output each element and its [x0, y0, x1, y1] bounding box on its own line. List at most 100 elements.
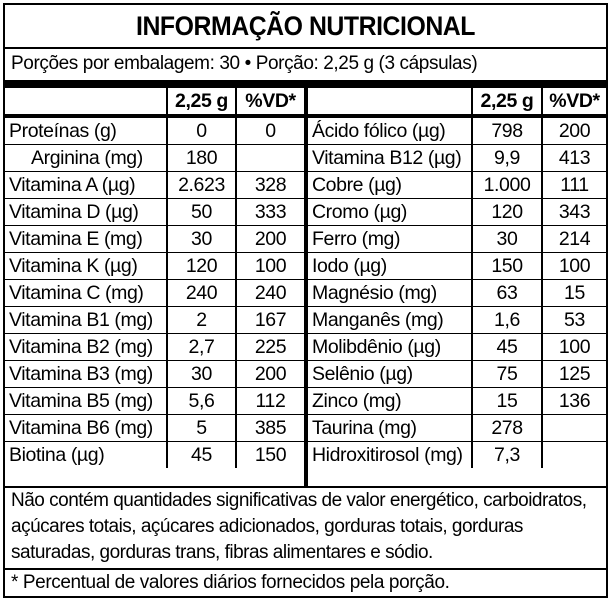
table-row: Hidroxitirosol (mg) 7,3: [308, 441, 606, 468]
nutrient-amount: 278: [471, 414, 542, 442]
table-row: Cobre (µg) 1.000 111: [308, 171, 606, 199]
header-blank: [5, 88, 167, 118]
nutrient-amount: 63: [471, 279, 542, 307]
table-row: Vitamina A (µg) 2.623 328: [5, 171, 304, 199]
disclaimer-note: Não contém quantidades significativas de…: [11, 490, 587, 563]
nutrient-name: Iodo (µg): [308, 252, 472, 280]
nutrient-dv: 328: [235, 171, 304, 199]
table-row: Iodo (µg) 150 100: [308, 252, 606, 280]
table-row: Vitamina B2 (mg) 2,7 225: [5, 333, 304, 361]
nutrient-name: Vitamina K (µg): [5, 252, 167, 280]
portion-info: Porções por embalagem: 30 • Porção: 2,25…: [11, 53, 478, 74]
nutrient-name: Hidroxitirosol (mg): [312, 444, 463, 466]
thick-divider: [5, 80, 606, 88]
nutrient-amount: 5: [166, 414, 236, 442]
nutrients-table-right: 2,25 g %VD* Ácido fólico (µg) 798 200 Vitam…: [308, 88, 606, 468]
nutrient-dv: [541, 441, 606, 468]
nutrient-amount: 45: [471, 333, 542, 361]
nutrient-dv: 200: [235, 360, 304, 388]
nutrient-dv: 225: [235, 333, 304, 361]
nutrient-name: Ácido fólico (µg): [308, 116, 472, 145]
nutrient-amount: 2.623: [166, 171, 236, 199]
nutrient-amount: 0: [166, 116, 236, 145]
table-row: Molibdênio (µg) 45 100: [308, 333, 606, 361]
nutrient-name: Vitamina B12 (µg): [308, 144, 472, 172]
nutrient-name: Arginina (mg): [5, 144, 167, 172]
nutrient-dv: [541, 414, 606, 442]
table-row: Zinco (mg) 15 136: [308, 387, 606, 415]
nutrient-amount: 2,7: [166, 333, 236, 361]
nutrient-amount: 5,6: [166, 387, 236, 415]
footnote-divider: [5, 568, 606, 570]
nutrient-dv: 167: [235, 306, 304, 334]
nutrient-name: Taurina (mg): [308, 414, 472, 442]
nutrient-name: Vitamina B6 (mg): [5, 414, 167, 442]
nutrient-amount: 9,9: [471, 144, 542, 172]
header-amount: 2,25 g: [166, 88, 236, 118]
table-header-row: 2,25 g %VD*: [308, 88, 606, 118]
table-row: Selênio (µg) 75 125: [308, 360, 606, 388]
table-row: Vitamina B3 (mg) 30 200: [5, 360, 304, 388]
header-blank: [308, 88, 472, 118]
nutrient-name: Vitamina B5 (mg): [5, 387, 167, 415]
nutrient-dv: 53: [541, 306, 606, 334]
nutrient-amount: 30: [166, 225, 236, 253]
nutrient-dv: 333: [235, 198, 304, 226]
table-row: Vitamina B12 (µg) 9,9 413: [308, 144, 606, 172]
table-row: Vitamina E (mg) 30 200: [5, 225, 304, 253]
label-title: INFORMAÇÃO NUTRICIONAL: [136, 11, 475, 41]
nutrient-amount: 1,6: [471, 306, 542, 334]
nutrient-name: Manganês (mg): [308, 306, 472, 334]
nutrient-amount: 15: [471, 387, 542, 415]
table-row: Taurina (mg) 278: [308, 414, 606, 442]
nutrient-dv: 112: [235, 387, 304, 415]
nutrient-amount: 50: [166, 198, 236, 226]
table-row: Ácido fólico (µg) 798 200: [308, 116, 606, 145]
nutrient-amount: 150: [471, 252, 542, 280]
header-amount: 2,25 g: [471, 88, 542, 118]
nutrient-dv: 200: [541, 116, 606, 145]
header-dv: %VD*: [541, 88, 606, 118]
nutrient-name: Vitamina E (mg): [5, 225, 167, 253]
table-row: Vitamina B5 (mg) 5,6 112: [5, 387, 304, 415]
nutrient-name: Biotina (µg): [9, 444, 105, 466]
nutrient-dv: 15: [541, 279, 606, 307]
nutrient-name: Zinco (mg): [308, 387, 472, 415]
nutrient-name: Vitamina B3 (mg): [5, 360, 167, 388]
nutrient-amount: 75: [471, 360, 542, 388]
table-row: Proteínas (g) 0 0: [5, 116, 304, 145]
nutrient-amount: 1.000: [471, 171, 542, 199]
nutrient-amount: 240: [166, 279, 236, 307]
nutrient-amount: 30: [166, 360, 236, 388]
table-row: Cromo (µg) 120 343: [308, 198, 606, 226]
footnote: * Percentual de valores diários fornecid…: [11, 572, 450, 593]
table-header-row: 2,25 g %VD*: [5, 88, 304, 118]
nutrient-name: Proteínas (g): [5, 116, 167, 145]
table-row: Vitamina D (µg) 50 333: [5, 198, 304, 226]
nutrient-amount: 180: [166, 144, 236, 172]
nutrition-facts-label: INFORMAÇÃO NUTRICIONAL Porções por embal…: [3, 3, 608, 598]
nutrient-dv: 125: [541, 360, 606, 388]
column-separator: [304, 88, 308, 486]
nutrient-dv: 343: [541, 198, 606, 226]
table-row: Vitamina C (mg) 240 240: [5, 279, 304, 307]
table-row: Biotina (µg) 45 150: [5, 441, 304, 468]
nutrient-amount: 7,3: [471, 441, 542, 468]
nutrient-name: Magnésio (mg): [308, 279, 472, 307]
nutrient-dv: 200: [235, 225, 304, 253]
nutrient-name: Cromo (µg): [308, 198, 472, 226]
nutrient-amount: 120: [166, 252, 236, 280]
nutrient-dv: 214: [541, 225, 606, 253]
table-row: Ferro (mg) 30 214: [308, 225, 606, 253]
nutrient-dv: 150: [235, 441, 304, 468]
nutrient-dv: 0: [235, 116, 304, 145]
header-dv: %VD*: [235, 88, 304, 118]
nutrient-amount: 798: [471, 116, 542, 145]
nutrient-name: Selênio (µg): [308, 360, 472, 388]
nutrient-amount: 120: [471, 198, 542, 226]
nutrient-name: Cobre (µg): [308, 171, 472, 199]
note-divider: [5, 486, 606, 488]
nutrient-dv: 385: [235, 414, 304, 442]
nutrient-amount: 30: [471, 225, 542, 253]
nutrient-name: Vitamina C (mg): [5, 279, 167, 307]
